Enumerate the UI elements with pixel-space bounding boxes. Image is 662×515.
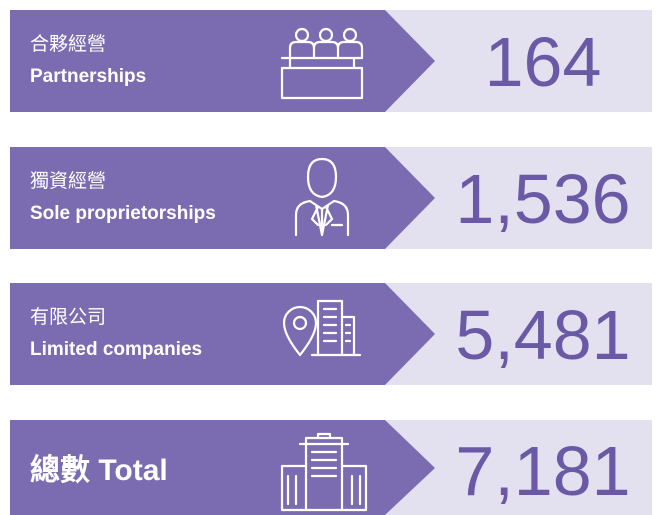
value: 5,481 — [455, 296, 630, 374]
row-partnerships: 合夥經營 Partnerships 164 — [10, 10, 652, 112]
value: 1,536 — [455, 160, 630, 238]
row-limited: 有限公司 Limited companies 5,481 — [10, 283, 652, 385]
label-en: Partnerships — [30, 66, 146, 87]
row-sole: 獨資經營 Sole proprietorships 1,536 — [10, 147, 652, 249]
label-zh: 有限公司 — [30, 306, 106, 328]
label-panel — [10, 10, 435, 112]
label-panel — [10, 283, 435, 385]
row-total: 總數 Total 7,181 — [10, 420, 652, 515]
total-label: 總數 Total — [30, 453, 168, 487]
icon-person — [294, 157, 350, 237]
total-value: 7,181 — [455, 432, 630, 510]
label-en: Limited companies — [30, 339, 202, 360]
icon-people — [280, 27, 364, 100]
label-zh: 獨資經營 — [30, 170, 106, 192]
value: 164 — [485, 23, 602, 101]
label-panel — [10, 147, 435, 249]
label-en: Sole proprietorships — [30, 203, 216, 224]
icon-location-building — [282, 299, 362, 357]
icon-building — [280, 432, 368, 512]
label-zh: 合夥經營 — [30, 33, 106, 55]
